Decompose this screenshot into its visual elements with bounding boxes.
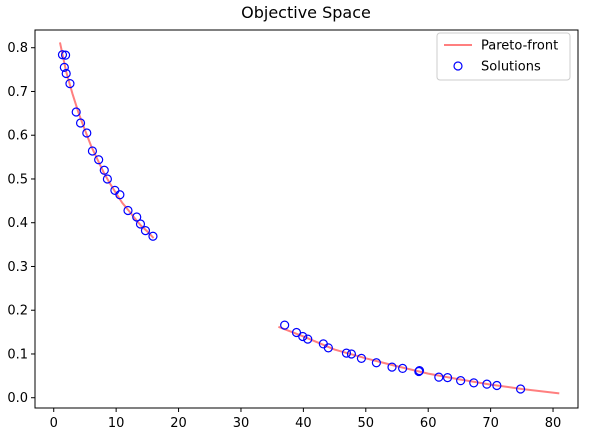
solution-point: [346, 349, 357, 359]
solution-point: [398, 363, 408, 374]
solution-point: [60, 50, 71, 60]
x-tick-label: 20: [170, 416, 187, 431]
y-tick-label: 0.7: [7, 85, 28, 100]
solution-point: [75, 118, 86, 128]
solution-point: [94, 155, 104, 165]
solution-point: [515, 384, 526, 394]
solution-point: [59, 62, 69, 73]
axes: 0 10 20 30 40 50 60 70 80 0.0 0.1 0.2 0.3 0.4 0.5 0.6 0.…: [7, 29, 579, 431]
x-tick-label: 70: [482, 416, 499, 431]
x-tick-label: 30: [233, 416, 250, 431]
solution-point: [434, 372, 444, 382]
solution-point: [482, 379, 492, 389]
x-tick-label: 60: [420, 416, 437, 431]
solution-point: [115, 190, 125, 200]
solution-point: [61, 68, 71, 79]
solution-point: [387, 362, 397, 372]
solution-point: [102, 174, 113, 184]
solution-point: [371, 358, 381, 368]
solution-point: [135, 219, 146, 229]
solution-point: [469, 378, 479, 388]
solution-point: [82, 128, 92, 138]
x-tick-label: 80: [545, 416, 562, 431]
solution-point: [414, 365, 425, 376]
legend: Pareto-front Solutions: [436, 32, 571, 81]
solution-point: [356, 353, 367, 363]
solution-point: [303, 334, 313, 344]
series-layer: [57, 42, 560, 395]
legend-label-solutions: Solutions: [481, 60, 541, 75]
solution-point: [132, 212, 142, 222]
solution-point: [99, 165, 109, 175]
solution-point: [71, 107, 81, 117]
solution-point: [341, 348, 352, 358]
y-tick-label: 0.1: [7, 347, 28, 362]
solution-point: [148, 231, 158, 241]
x-tick-label: 10: [108, 416, 125, 431]
solution-point: [65, 78, 75, 89]
y-tick-label: 0.8: [7, 41, 28, 56]
y-tick-label: 0.0: [7, 391, 28, 406]
solution-point: [87, 146, 98, 156]
pareto-front-line-segment: [58, 42, 155, 239]
axes-frame: [34, 29, 579, 409]
legend-marker-swatch: [453, 61, 463, 71]
y-tick-label: 0.5: [7, 172, 28, 187]
solution-point: [123, 205, 133, 216]
y-tick-label: 0.6: [7, 129, 28, 144]
solution-point: [280, 320, 290, 330]
y-tick-label: 0.2: [7, 304, 28, 319]
solution-point: [57, 50, 68, 60]
legend-label-pareto-front: Pareto-front: [481, 39, 558, 54]
x-tick-label: 0: [50, 416, 58, 431]
y-tick-label: 0.4: [7, 216, 28, 231]
solution-point: [456, 376, 466, 386]
x-tick-label: 40: [295, 416, 312, 431]
x-tick-label: 50: [358, 416, 375, 431]
solution-point: [140, 225, 151, 236]
chart-title: Objective Space: [241, 3, 371, 22]
solution-point: [298, 331, 308, 342]
solution-point: [492, 380, 502, 391]
solution-point: [323, 343, 333, 353]
solution-point: [442, 372, 453, 383]
y-tick-label: 0.3: [7, 260, 28, 275]
